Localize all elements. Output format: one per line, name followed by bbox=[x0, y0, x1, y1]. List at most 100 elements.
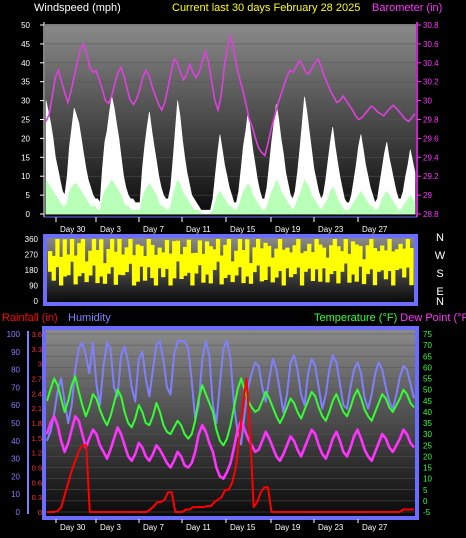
windspeed-tick-label: 20 bbox=[21, 134, 30, 143]
wind-date-label: Day 7 bbox=[143, 225, 164, 234]
compass-label: N bbox=[436, 296, 444, 308]
wind-direction-bar bbox=[142, 255, 148, 281]
humidity-tick-label: 70 bbox=[11, 383, 20, 392]
wind-direction-bar bbox=[197, 240, 202, 266]
temperature-tick-label: 10 bbox=[423, 475, 432, 484]
windspeed-axis: 0 5 10 15 20 25 30 35 40 45 50 bbox=[21, 21, 44, 219]
wind-direction-bar bbox=[121, 254, 126, 276]
temperature-line bbox=[46, 375, 415, 447]
wind-direction-bar bbox=[281, 249, 286, 286]
wind-direction-bar bbox=[66, 254, 71, 276]
wind-direction-bar bbox=[292, 245, 297, 275]
temperature-tick-label: 75 bbox=[423, 330, 432, 339]
wind-direction-bar bbox=[110, 239, 115, 268]
humidity-tick-label: 0 bbox=[16, 508, 21, 517]
windspeed-tick-label: 0 bbox=[26, 210, 31, 219]
wind-direction-bar bbox=[146, 239, 151, 268]
wind-direction-bar bbox=[340, 251, 345, 272]
wind-direction-bar bbox=[383, 250, 389, 280]
wind-direction-bar bbox=[164, 240, 170, 269]
barometer-tick-label: 29.4 bbox=[423, 153, 439, 162]
wind-direction-bar bbox=[117, 239, 122, 275]
windspeed-tick-label: 25 bbox=[21, 116, 30, 125]
humidity-line bbox=[46, 340, 415, 446]
rainfall-tick-label: 0.6 bbox=[32, 478, 42, 487]
barometer-tick-label: 30.4 bbox=[423, 59, 439, 68]
direction-degree-label: 90 bbox=[29, 282, 38, 291]
rainfall-tick-label: 3 bbox=[38, 360, 42, 369]
temperature-tick-label: 15 bbox=[423, 464, 432, 473]
windspeed-tick-label: 40 bbox=[21, 59, 30, 68]
wind-direction-bar bbox=[288, 252, 294, 278]
wind-direction-bar bbox=[150, 244, 155, 278]
temperature-axis: -5 0 5 10 15 20 25 30 35 40 45 50 55 60 65 70 75 bbox=[423, 330, 432, 517]
temperature-tick-label: 25 bbox=[423, 441, 432, 450]
windspeed-tick-label: 50 bbox=[21, 21, 30, 30]
rainfall-axis: 0 0.3 0.6 0.9 1.2 1.5 1.8 2.1 2.4 2.7 3 3.3 3.6 bbox=[32, 330, 42, 517]
wind-direction-bar bbox=[325, 257, 330, 283]
wind-direction-degree-axis: 0 90 180 270 360 bbox=[25, 235, 39, 306]
wind-direction-bar bbox=[99, 239, 104, 277]
temperature-tick-label: 5 bbox=[423, 486, 428, 495]
wind-direction-bar bbox=[91, 239, 97, 266]
wind-direction-bar bbox=[190, 253, 195, 286]
wind-direction-bar bbox=[208, 246, 213, 284]
wind-date-label: Day 23 bbox=[318, 225, 344, 234]
wind-date-label: Day 19 bbox=[275, 225, 301, 234]
wind-date-label: Day 3 bbox=[100, 225, 121, 234]
humidity-tick-label: 20 bbox=[11, 472, 20, 481]
dewpoint-line bbox=[45, 414, 416, 480]
temperature-tick-label: 65 bbox=[423, 352, 432, 361]
wind-direction-bar bbox=[318, 244, 323, 282]
wind-direction-bar bbox=[372, 248, 378, 286]
rainfall-tick-label: 2.1 bbox=[32, 404, 42, 413]
rain-date-axis: Day 30 Day 3 Day 7 Day 11 Day 15 Day 19 Day 23… bbox=[55, 519, 388, 532]
wind-direction-bar bbox=[277, 239, 283, 271]
rain-date-label: Day 30 bbox=[60, 523, 86, 532]
wind-direction-bar bbox=[354, 244, 359, 282]
wind-direction-bar bbox=[223, 244, 228, 278]
wind-direction-bar bbox=[259, 248, 264, 282]
wind-direction-bar bbox=[405, 239, 410, 268]
rainfall-tick-label: 1.2 bbox=[32, 449, 42, 458]
rain-date-label: Day 27 bbox=[362, 523, 388, 532]
temperature-tick-label: 35 bbox=[423, 419, 432, 428]
temperature-tick-label: 55 bbox=[423, 375, 432, 384]
humidity-tick-label: 50 bbox=[11, 419, 20, 428]
wind-direction-bar bbox=[95, 250, 100, 284]
wind-direction-bar bbox=[73, 255, 78, 285]
rain-date-label: Day 7 bbox=[143, 523, 164, 532]
barometer-tick-label: 29 bbox=[423, 191, 432, 200]
temperature-tick-label: 50 bbox=[423, 386, 432, 395]
wind-direction-bar bbox=[252, 247, 257, 273]
wind-direction-bar bbox=[307, 243, 312, 269]
dewpoint-axis-title: Dew Point (°F) bbox=[400, 312, 466, 324]
wind-direction-bar bbox=[80, 239, 86, 274]
wind-direction-bar bbox=[48, 251, 53, 272]
barometer-tick-label: 30 bbox=[423, 97, 432, 106]
wind-direction-bar bbox=[376, 251, 381, 272]
barometer-tick-label: 29.2 bbox=[423, 172, 439, 181]
rain-date-label: Day 19 bbox=[275, 523, 301, 532]
wind-direction-bar bbox=[350, 241, 356, 275]
windspeed-tick-label: 15 bbox=[21, 153, 30, 162]
wind-direction-bar bbox=[274, 248, 279, 278]
rainfall-line bbox=[47, 377, 414, 513]
wind-direction-bar bbox=[248, 263, 254, 284]
wind-direction-bar bbox=[314, 239, 319, 270]
wind-direction-bar bbox=[128, 239, 133, 264]
wind-direction-bar bbox=[88, 250, 93, 276]
wind-direction-bar bbox=[263, 242, 268, 280]
wind-direction-bar bbox=[157, 247, 162, 269]
wind-date-label: Day 11 bbox=[186, 225, 211, 234]
wind-direction-bar bbox=[237, 239, 243, 268]
wind-direction-bar bbox=[234, 250, 239, 276]
wind-date-label: Day 27 bbox=[362, 225, 388, 234]
humidity-tick-label: 90 bbox=[11, 348, 20, 357]
wind-direction-bar bbox=[135, 244, 140, 282]
rain-date-label: Day 11 bbox=[186, 523, 211, 532]
barometer-tick-label: 30.2 bbox=[423, 78, 439, 87]
windspeed-tick-label: 30 bbox=[21, 97, 30, 106]
temperature-tick-label: 30 bbox=[423, 430, 432, 439]
